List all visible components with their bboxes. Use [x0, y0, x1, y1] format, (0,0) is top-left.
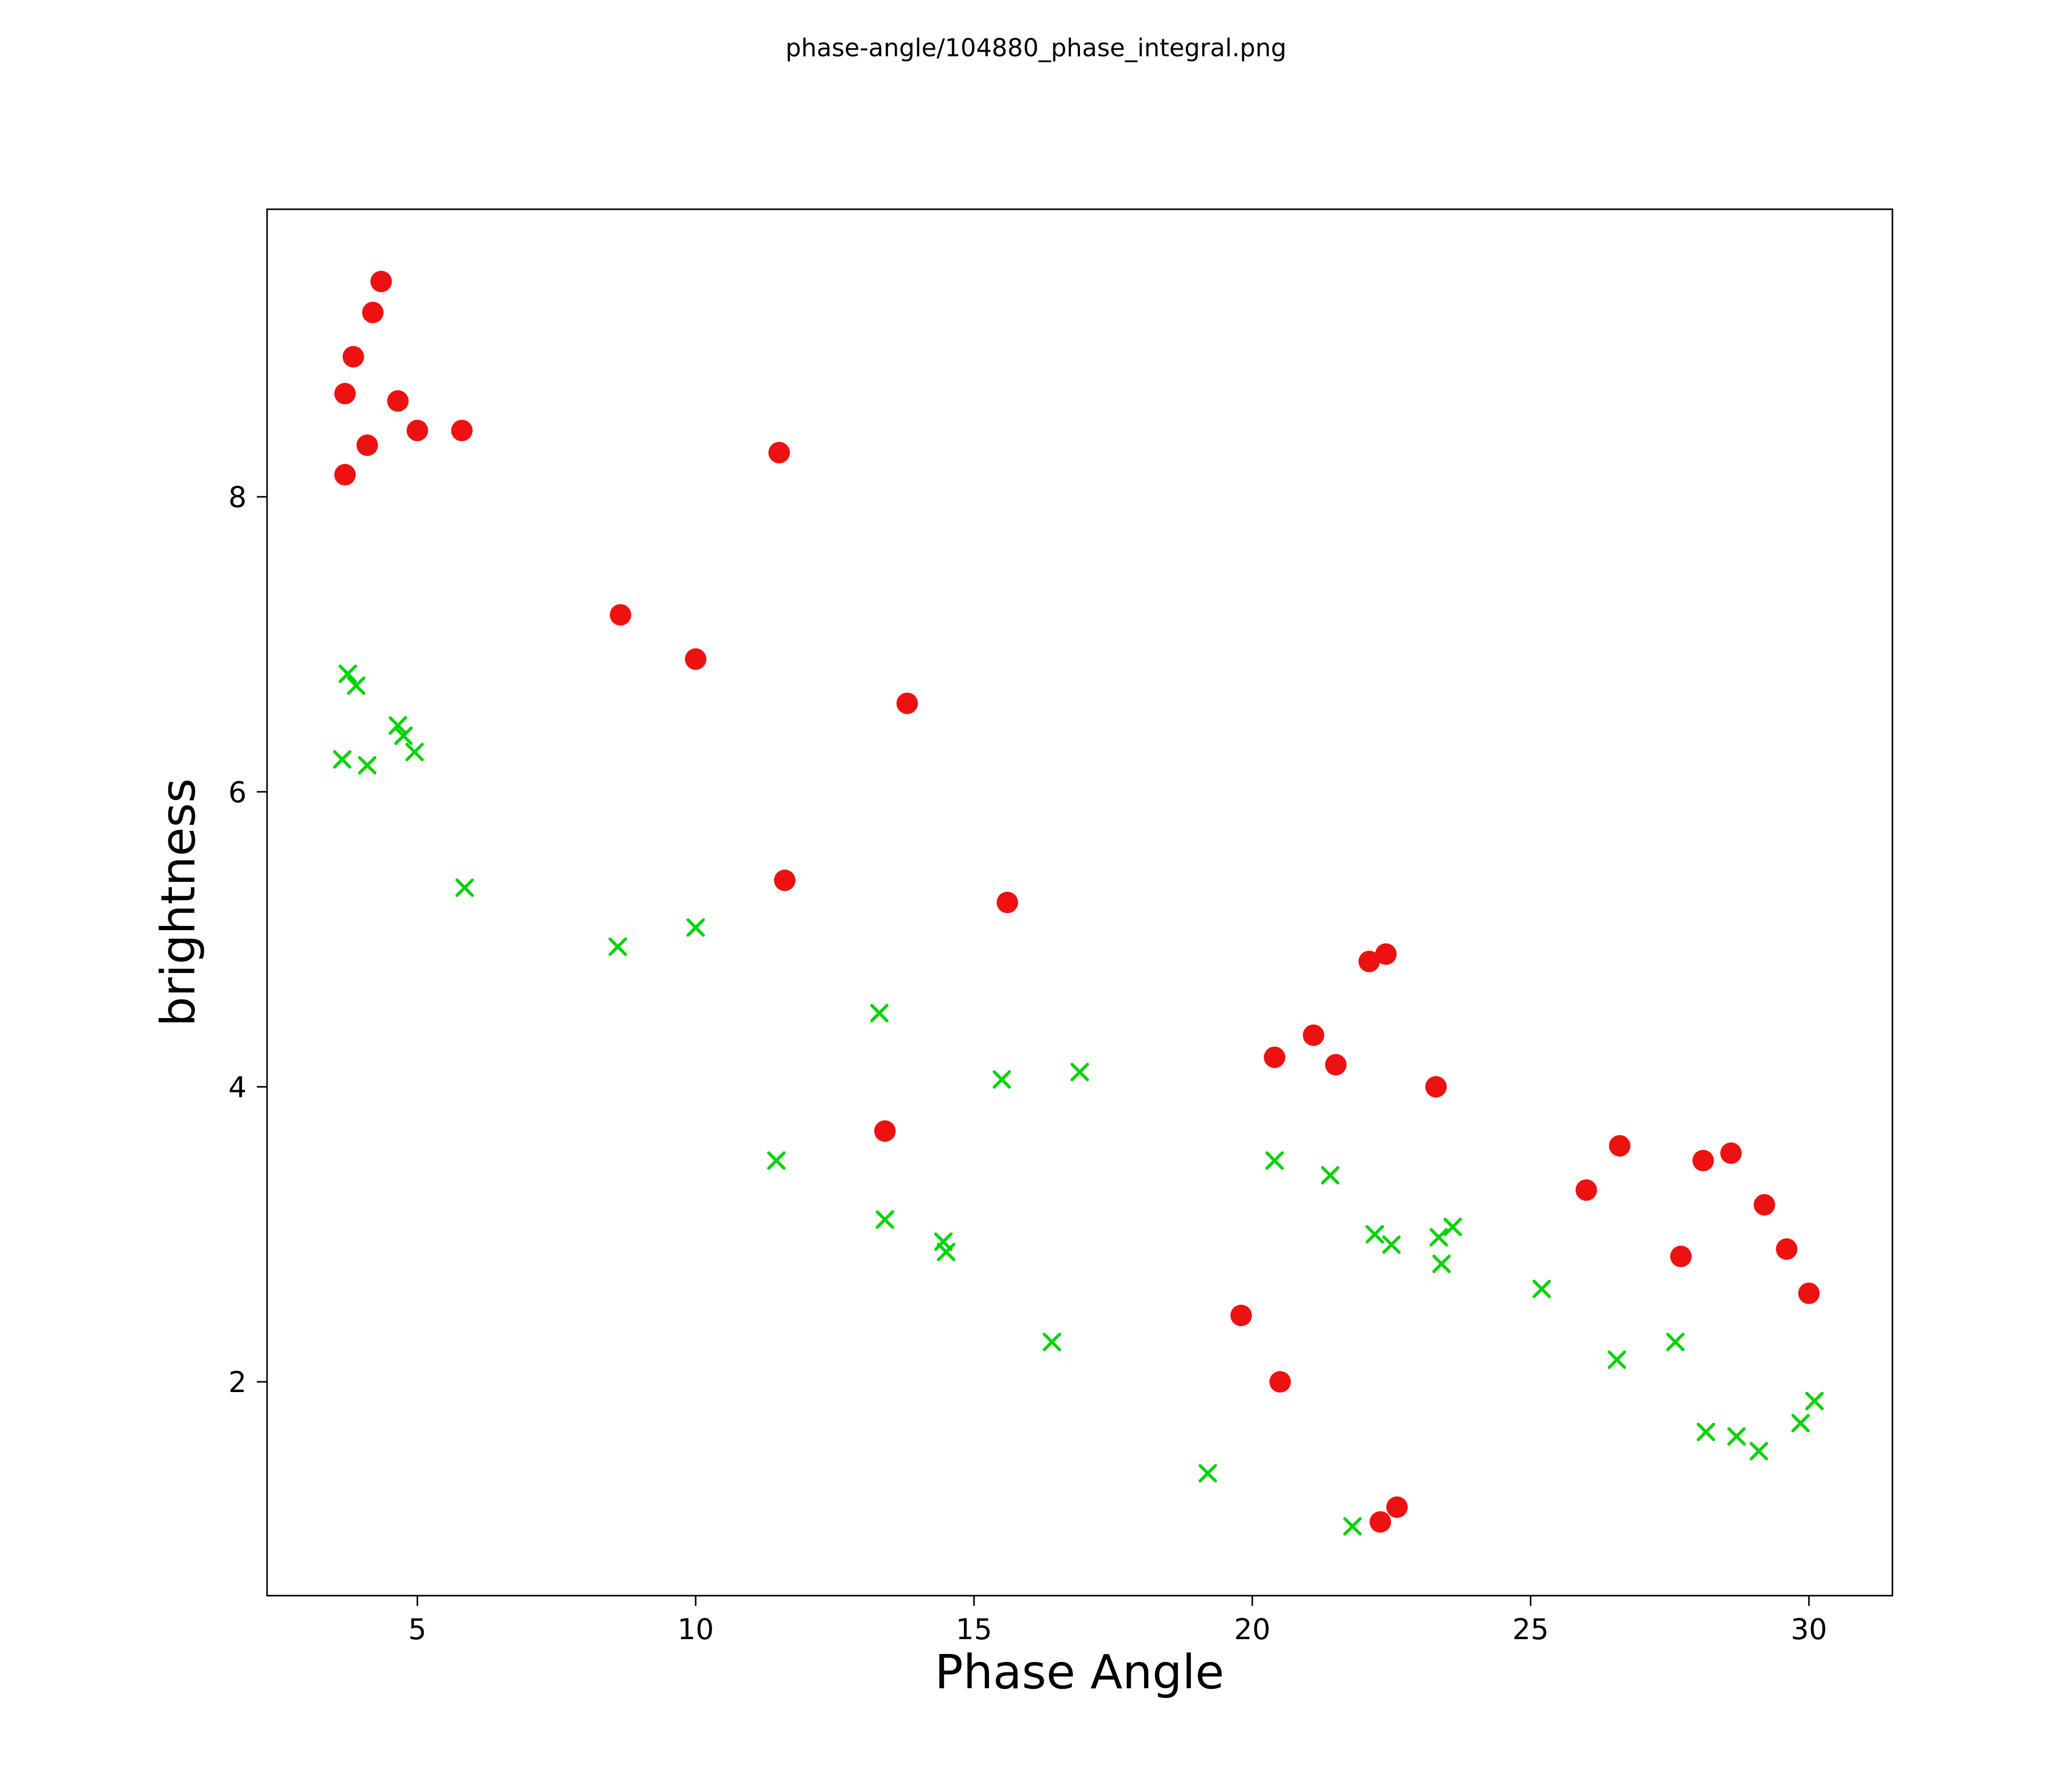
data-point-x — [1198, 1464, 1217, 1483]
data-point-x — [608, 937, 627, 956]
data-point-circle — [1230, 1305, 1252, 1327]
data-point-x — [405, 742, 424, 761]
data-point-circle — [774, 869, 796, 891]
figure-title: phase-angle/104880_phase_integral.png — [785, 34, 1286, 62]
y-tick-label: 2 — [228, 1366, 247, 1399]
data-point-x — [934, 1232, 953, 1251]
y-tick-label: 6 — [228, 776, 247, 809]
data-point-x — [394, 726, 413, 745]
data-point-circle — [1264, 1046, 1286, 1068]
x-tick-label: 5 — [408, 1613, 427, 1646]
data-point-x — [1607, 1350, 1626, 1369]
data-point-circle — [342, 346, 364, 368]
data-point-circle — [685, 648, 707, 670]
axes-frame — [266, 208, 1893, 1597]
data-point-x — [767, 1151, 786, 1170]
data-point-circle — [1608, 1135, 1630, 1157]
data-point-x — [1343, 1517, 1362, 1536]
x-tick-label: 30 — [1791, 1613, 1827, 1646]
data-point-x — [1043, 1333, 1062, 1352]
data-point-circle — [997, 892, 1019, 913]
data-point-x — [1749, 1442, 1768, 1461]
data-point-circle — [1798, 1282, 1820, 1304]
data-point-x — [1365, 1225, 1384, 1244]
data-point-x — [338, 665, 357, 683]
data-point-x — [1696, 1422, 1715, 1441]
x-tick-label: 20 — [1234, 1613, 1270, 1646]
data-point-circle — [1692, 1150, 1714, 1172]
data-point-circle — [896, 692, 918, 714]
data-point-circle — [1375, 943, 1397, 965]
data-point-x — [358, 756, 377, 775]
data-point-x — [1265, 1151, 1284, 1170]
data-point-circle — [874, 1120, 896, 1142]
data-point-circle — [370, 271, 392, 293]
data-point-circle — [387, 390, 409, 412]
data-point-x — [388, 716, 407, 735]
data-point-circle — [1269, 1371, 1291, 1393]
y-tick-label: 4 — [228, 1071, 247, 1104]
data-point-x — [1727, 1427, 1746, 1446]
data-point-circle — [356, 434, 378, 456]
data-point-x — [993, 1070, 1011, 1089]
data-point-circle — [1370, 1511, 1392, 1533]
data-point-circle — [1325, 1054, 1347, 1076]
x-tick-label: 15 — [956, 1613, 992, 1646]
data-point-circle — [334, 464, 356, 486]
data-point-x — [1070, 1063, 1089, 1082]
data-point-x — [1321, 1166, 1340, 1185]
data-point-x — [937, 1243, 956, 1262]
x-tick-label: 10 — [677, 1613, 714, 1646]
data-point-circle — [1386, 1496, 1408, 1518]
data-point-x — [870, 1004, 889, 1023]
x-axis-label: Phase Angle — [935, 1645, 1224, 1700]
data-point-circle — [362, 301, 384, 323]
x-tick-label: 25 — [1512, 1613, 1549, 1646]
data-point-circle — [609, 604, 631, 626]
data-point-circle — [1358, 951, 1380, 973]
data-point-circle — [1575, 1179, 1597, 1201]
data-point-x — [1791, 1414, 1810, 1432]
data-point-x — [455, 878, 474, 897]
data-point-circle — [334, 383, 356, 405]
data-point-x — [875, 1210, 894, 1229]
data-point-x — [1805, 1392, 1824, 1410]
data-point-circle — [1776, 1238, 1798, 1260]
data-point-circle — [451, 420, 473, 442]
data-point-circle — [1720, 1142, 1742, 1164]
data-point-x — [1432, 1254, 1451, 1273]
data-point-circle — [1425, 1076, 1447, 1098]
data-point-x — [1382, 1235, 1401, 1254]
y-axis-label: brightness — [151, 778, 206, 1026]
data-point-circle — [406, 420, 428, 442]
data-point-circle — [768, 442, 790, 464]
data-point-x — [686, 918, 705, 937]
data-point-circle — [1753, 1194, 1775, 1216]
data-point-x — [347, 676, 366, 695]
data-point-x — [1443, 1218, 1462, 1237]
data-point-x — [333, 750, 351, 769]
data-point-x — [1666, 1333, 1685, 1352]
data-point-x — [1429, 1228, 1448, 1247]
data-point-x — [1532, 1279, 1551, 1298]
data-point-circle — [1670, 1245, 1692, 1267]
data-point-circle — [1303, 1024, 1325, 1046]
y-tick-label: 8 — [228, 481, 247, 514]
plot-content: 5 10 15 20 25 30 2 4 6 8 — [228, 208, 1893, 1646]
